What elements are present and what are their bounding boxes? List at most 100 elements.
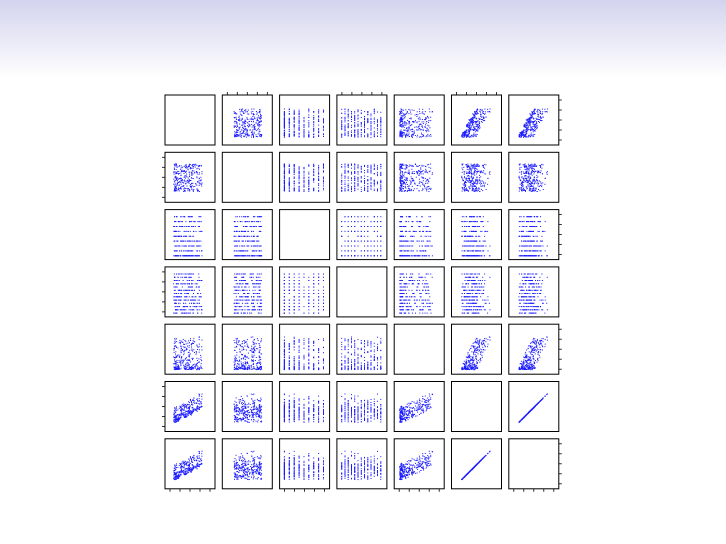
data-point bbox=[534, 180, 536, 181]
data-point bbox=[303, 182, 305, 183]
data-point bbox=[308, 116, 310, 118]
data-point bbox=[409, 125, 411, 127]
data-point bbox=[247, 255, 249, 257]
data-point bbox=[399, 135, 401, 137]
data-point bbox=[531, 190, 533, 192]
data-point bbox=[413, 255, 415, 257]
data-point bbox=[190, 255, 192, 257]
data-point bbox=[242, 240, 244, 242]
data-point bbox=[538, 121, 539, 122]
data-point bbox=[470, 129, 472, 131]
data-point bbox=[408, 230, 410, 232]
data-point bbox=[318, 135, 320, 137]
data-point bbox=[402, 118, 404, 120]
data-point bbox=[192, 173, 194, 175]
data-point bbox=[528, 176, 530, 178]
data-point bbox=[527, 183, 529, 185]
data-point bbox=[241, 118, 243, 120]
data-point bbox=[370, 240, 372, 242]
data-point bbox=[344, 176, 346, 178]
data-point bbox=[308, 180, 310, 182]
data-point bbox=[420, 136, 422, 138]
data-point bbox=[173, 250, 175, 252]
data-point bbox=[367, 189, 369, 191]
data-point bbox=[196, 176, 198, 178]
data-point bbox=[377, 132, 378, 134]
data-point bbox=[400, 136, 402, 138]
data-point bbox=[522, 186, 524, 187]
data-point bbox=[419, 127, 421, 129]
data-point bbox=[534, 108, 536, 110]
data-point bbox=[401, 190, 403, 192]
data-point bbox=[240, 250, 242, 252]
data-point bbox=[351, 189, 352, 190]
data-point bbox=[409, 122, 411, 124]
data-point bbox=[405, 180, 407, 181]
data-point bbox=[484, 235, 486, 237]
data-point bbox=[419, 113, 421, 114]
data-point bbox=[532, 188, 534, 190]
data-point bbox=[474, 111, 476, 112]
data-point bbox=[360, 122, 362, 124]
data-point bbox=[401, 184, 403, 186]
data-point bbox=[364, 124, 365, 126]
data-point bbox=[542, 111, 544, 113]
data-point bbox=[283, 184, 285, 186]
data-point bbox=[468, 127, 470, 129]
data-point bbox=[183, 185, 185, 187]
data-point bbox=[248, 240, 250, 242]
data-point bbox=[403, 123, 405, 125]
data-point bbox=[364, 125, 365, 127]
data-point bbox=[323, 187, 324, 189]
data-point bbox=[313, 129, 315, 131]
data-point bbox=[536, 127, 538, 129]
data-point bbox=[360, 125, 362, 127]
data-point bbox=[238, 135, 240, 137]
data-point bbox=[465, 221, 467, 223]
data-point bbox=[354, 221, 356, 223]
data-point bbox=[400, 188, 402, 190]
data-point bbox=[255, 255, 257, 257]
data-point bbox=[479, 125, 481, 127]
data-point bbox=[251, 136, 252, 138]
data-point bbox=[476, 123, 478, 125]
data-point bbox=[354, 124, 356, 126]
data-point bbox=[474, 168, 476, 170]
data-point bbox=[188, 226, 190, 227]
data-point bbox=[536, 121, 537, 123]
data-point bbox=[283, 120, 285, 122]
data-point bbox=[476, 190, 478, 192]
data-point bbox=[411, 255, 413, 257]
data-point bbox=[518, 187, 520, 189]
data-point bbox=[357, 240, 359, 242]
data-point bbox=[233, 230, 235, 232]
data-point bbox=[174, 216, 176, 218]
data-point bbox=[533, 166, 535, 167]
data-point bbox=[476, 124, 478, 126]
data-point bbox=[427, 186, 429, 188]
data-point bbox=[258, 117, 260, 118]
data-point bbox=[191, 164, 193, 166]
panel-r2-c4 bbox=[336, 151, 388, 203]
data-point bbox=[423, 135, 424, 137]
data-point bbox=[475, 250, 477, 252]
data-point bbox=[283, 134, 285, 136]
data-point bbox=[380, 116, 382, 118]
data-point bbox=[197, 255, 199, 257]
data-point bbox=[426, 226, 428, 227]
data-point bbox=[370, 123, 372, 125]
data-point bbox=[418, 170, 420, 172]
data-point bbox=[403, 181, 405, 183]
data-point bbox=[531, 129, 533, 131]
data-point bbox=[259, 112, 261, 114]
data-point bbox=[418, 226, 420, 227]
data-point bbox=[354, 117, 356, 119]
data-point bbox=[403, 175, 405, 177]
data-point bbox=[318, 183, 320, 185]
data-point bbox=[303, 131, 305, 133]
data-point bbox=[181, 170, 183, 171]
data-point bbox=[534, 109, 536, 111]
data-point bbox=[407, 187, 409, 189]
data-point bbox=[380, 187, 382, 189]
data-point bbox=[341, 181, 343, 183]
